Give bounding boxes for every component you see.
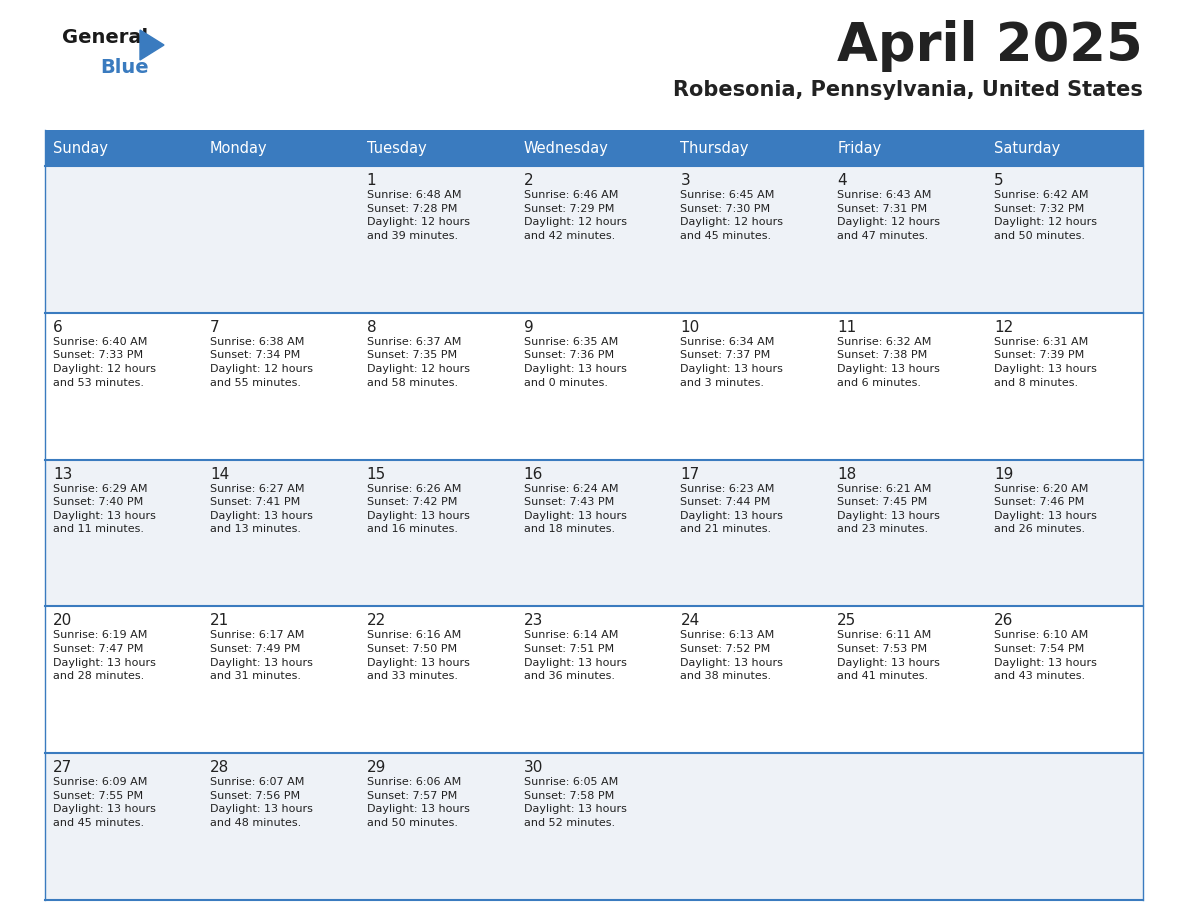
Text: 15: 15 bbox=[367, 466, 386, 482]
Text: 1: 1 bbox=[367, 173, 377, 188]
Bar bbox=[202, 130, 359, 166]
Text: 5: 5 bbox=[994, 173, 1004, 188]
Text: Sunrise: 6:24 AM
Sunset: 7:43 PM
Daylight: 13 hours
and 18 minutes.: Sunrise: 6:24 AM Sunset: 7:43 PM Dayligh… bbox=[524, 484, 626, 534]
Text: Sunrise: 6:23 AM
Sunset: 7:44 PM
Daylight: 13 hours
and 21 minutes.: Sunrise: 6:23 AM Sunset: 7:44 PM Dayligh… bbox=[681, 484, 783, 534]
Text: 12: 12 bbox=[994, 319, 1013, 335]
Text: General: General bbox=[62, 28, 148, 47]
Bar bbox=[359, 130, 516, 166]
Text: 28: 28 bbox=[210, 760, 229, 775]
Text: Sunrise: 6:14 AM
Sunset: 7:51 PM
Daylight: 13 hours
and 36 minutes.: Sunrise: 6:14 AM Sunset: 7:51 PM Dayligh… bbox=[524, 631, 626, 681]
Bar bbox=[516, 130, 672, 166]
Text: Sunrise: 6:42 AM
Sunset: 7:32 PM
Daylight: 12 hours
and 50 minutes.: Sunrise: 6:42 AM Sunset: 7:32 PM Dayligh… bbox=[994, 190, 1098, 241]
Text: Sunrise: 6:32 AM
Sunset: 7:38 PM
Daylight: 13 hours
and 6 minutes.: Sunrise: 6:32 AM Sunset: 7:38 PM Dayligh… bbox=[838, 337, 940, 387]
Text: Sunrise: 6:06 AM
Sunset: 7:57 PM
Daylight: 13 hours
and 50 minutes.: Sunrise: 6:06 AM Sunset: 7:57 PM Dayligh… bbox=[367, 778, 469, 828]
Bar bbox=[45, 166, 1143, 313]
Text: Sunrise: 6:17 AM
Sunset: 7:49 PM
Daylight: 13 hours
and 31 minutes.: Sunrise: 6:17 AM Sunset: 7:49 PM Dayligh… bbox=[210, 631, 312, 681]
Text: Sunday: Sunday bbox=[53, 140, 108, 155]
Text: 14: 14 bbox=[210, 466, 229, 482]
Bar bbox=[45, 753, 1143, 900]
Text: 21: 21 bbox=[210, 613, 229, 629]
Bar bbox=[45, 607, 1143, 753]
Text: 13: 13 bbox=[53, 466, 72, 482]
Text: 19: 19 bbox=[994, 466, 1013, 482]
Text: Sunrise: 6:38 AM
Sunset: 7:34 PM
Daylight: 12 hours
and 55 minutes.: Sunrise: 6:38 AM Sunset: 7:34 PM Dayligh… bbox=[210, 337, 312, 387]
Text: Saturday: Saturday bbox=[994, 140, 1061, 155]
Text: Sunrise: 6:16 AM
Sunset: 7:50 PM
Daylight: 13 hours
and 33 minutes.: Sunrise: 6:16 AM Sunset: 7:50 PM Dayligh… bbox=[367, 631, 469, 681]
Text: 8: 8 bbox=[367, 319, 377, 335]
Text: Sunrise: 6:13 AM
Sunset: 7:52 PM
Daylight: 13 hours
and 38 minutes.: Sunrise: 6:13 AM Sunset: 7:52 PM Dayligh… bbox=[681, 631, 783, 681]
Text: Sunrise: 6:26 AM
Sunset: 7:42 PM
Daylight: 13 hours
and 16 minutes.: Sunrise: 6:26 AM Sunset: 7:42 PM Dayligh… bbox=[367, 484, 469, 534]
Text: Sunrise: 6:31 AM
Sunset: 7:39 PM
Daylight: 13 hours
and 8 minutes.: Sunrise: 6:31 AM Sunset: 7:39 PM Dayligh… bbox=[994, 337, 1097, 387]
Text: Sunrise: 6:10 AM
Sunset: 7:54 PM
Daylight: 13 hours
and 43 minutes.: Sunrise: 6:10 AM Sunset: 7:54 PM Dayligh… bbox=[994, 631, 1097, 681]
Text: Sunrise: 6:40 AM
Sunset: 7:33 PM
Daylight: 12 hours
and 53 minutes.: Sunrise: 6:40 AM Sunset: 7:33 PM Dayligh… bbox=[53, 337, 156, 387]
Text: 4: 4 bbox=[838, 173, 847, 188]
Text: 20: 20 bbox=[53, 613, 72, 629]
Bar bbox=[986, 130, 1143, 166]
Text: 16: 16 bbox=[524, 466, 543, 482]
Text: 29: 29 bbox=[367, 760, 386, 775]
Bar bbox=[45, 313, 1143, 460]
Text: Sunrise: 6:21 AM
Sunset: 7:45 PM
Daylight: 13 hours
and 23 minutes.: Sunrise: 6:21 AM Sunset: 7:45 PM Dayligh… bbox=[838, 484, 940, 534]
Text: 24: 24 bbox=[681, 613, 700, 629]
Text: Sunrise: 6:19 AM
Sunset: 7:47 PM
Daylight: 13 hours
and 28 minutes.: Sunrise: 6:19 AM Sunset: 7:47 PM Dayligh… bbox=[53, 631, 156, 681]
Text: 9: 9 bbox=[524, 319, 533, 335]
Text: 22: 22 bbox=[367, 613, 386, 629]
Text: Sunrise: 6:43 AM
Sunset: 7:31 PM
Daylight: 12 hours
and 47 minutes.: Sunrise: 6:43 AM Sunset: 7:31 PM Dayligh… bbox=[838, 190, 940, 241]
Text: Sunrise: 6:37 AM
Sunset: 7:35 PM
Daylight: 12 hours
and 58 minutes.: Sunrise: 6:37 AM Sunset: 7:35 PM Dayligh… bbox=[367, 337, 469, 387]
Bar bbox=[829, 130, 986, 166]
Text: 26: 26 bbox=[994, 613, 1013, 629]
Text: Sunrise: 6:05 AM
Sunset: 7:58 PM
Daylight: 13 hours
and 52 minutes.: Sunrise: 6:05 AM Sunset: 7:58 PM Dayligh… bbox=[524, 778, 626, 828]
Text: Wednesday: Wednesday bbox=[524, 140, 608, 155]
Text: 11: 11 bbox=[838, 319, 857, 335]
Text: 25: 25 bbox=[838, 613, 857, 629]
Text: 30: 30 bbox=[524, 760, 543, 775]
Text: 27: 27 bbox=[53, 760, 72, 775]
Text: Sunrise: 6:09 AM
Sunset: 7:55 PM
Daylight: 13 hours
and 45 minutes.: Sunrise: 6:09 AM Sunset: 7:55 PM Dayligh… bbox=[53, 778, 156, 828]
Text: 2: 2 bbox=[524, 173, 533, 188]
Text: Friday: Friday bbox=[838, 140, 881, 155]
Text: Sunrise: 6:11 AM
Sunset: 7:53 PM
Daylight: 13 hours
and 41 minutes.: Sunrise: 6:11 AM Sunset: 7:53 PM Dayligh… bbox=[838, 631, 940, 681]
Text: Sunrise: 6:46 AM
Sunset: 7:29 PM
Daylight: 12 hours
and 42 minutes.: Sunrise: 6:46 AM Sunset: 7:29 PM Dayligh… bbox=[524, 190, 626, 241]
Text: Tuesday: Tuesday bbox=[367, 140, 426, 155]
Text: Sunrise: 6:35 AM
Sunset: 7:36 PM
Daylight: 13 hours
and 0 minutes.: Sunrise: 6:35 AM Sunset: 7:36 PM Dayligh… bbox=[524, 337, 626, 387]
Bar bbox=[45, 460, 1143, 607]
Text: Blue: Blue bbox=[100, 58, 148, 77]
Text: Robesonia, Pennsylvania, United States: Robesonia, Pennsylvania, United States bbox=[674, 80, 1143, 100]
Text: Thursday: Thursday bbox=[681, 140, 748, 155]
Text: Sunrise: 6:27 AM
Sunset: 7:41 PM
Daylight: 13 hours
and 13 minutes.: Sunrise: 6:27 AM Sunset: 7:41 PM Dayligh… bbox=[210, 484, 312, 534]
Bar bbox=[672, 130, 829, 166]
Text: April 2025: April 2025 bbox=[838, 20, 1143, 72]
Text: 10: 10 bbox=[681, 319, 700, 335]
Polygon shape bbox=[140, 30, 164, 60]
Text: 7: 7 bbox=[210, 319, 220, 335]
Text: Sunrise: 6:34 AM
Sunset: 7:37 PM
Daylight: 13 hours
and 3 minutes.: Sunrise: 6:34 AM Sunset: 7:37 PM Dayligh… bbox=[681, 337, 783, 387]
Text: 17: 17 bbox=[681, 466, 700, 482]
Text: 18: 18 bbox=[838, 466, 857, 482]
Text: Monday: Monday bbox=[210, 140, 267, 155]
Text: Sunrise: 6:48 AM
Sunset: 7:28 PM
Daylight: 12 hours
and 39 minutes.: Sunrise: 6:48 AM Sunset: 7:28 PM Dayligh… bbox=[367, 190, 469, 241]
Bar bbox=[45, 130, 202, 166]
Text: Sunrise: 6:45 AM
Sunset: 7:30 PM
Daylight: 12 hours
and 45 minutes.: Sunrise: 6:45 AM Sunset: 7:30 PM Dayligh… bbox=[681, 190, 783, 241]
Text: Sunrise: 6:20 AM
Sunset: 7:46 PM
Daylight: 13 hours
and 26 minutes.: Sunrise: 6:20 AM Sunset: 7:46 PM Dayligh… bbox=[994, 484, 1097, 534]
Text: Sunrise: 6:07 AM
Sunset: 7:56 PM
Daylight: 13 hours
and 48 minutes.: Sunrise: 6:07 AM Sunset: 7:56 PM Dayligh… bbox=[210, 778, 312, 828]
Text: Sunrise: 6:29 AM
Sunset: 7:40 PM
Daylight: 13 hours
and 11 minutes.: Sunrise: 6:29 AM Sunset: 7:40 PM Dayligh… bbox=[53, 484, 156, 534]
Text: 6: 6 bbox=[53, 319, 63, 335]
Text: 3: 3 bbox=[681, 173, 690, 188]
Text: 23: 23 bbox=[524, 613, 543, 629]
